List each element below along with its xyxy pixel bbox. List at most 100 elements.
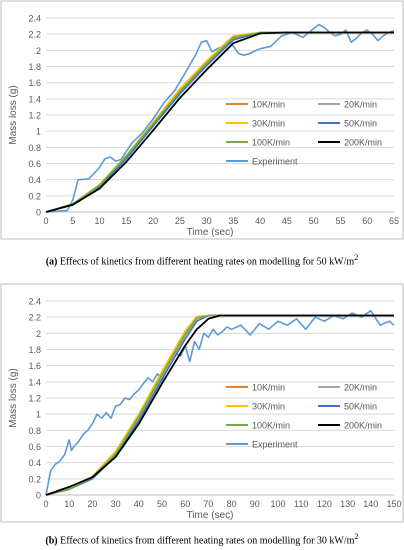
chart-b: 0 0.2 0.4 0.6 0.8 1 1.2 1.4 1.6 1.8 2 2.2 2.4 0 10 20 30… xyxy=(0,283,404,523)
chart-a-legend-label: Experiment xyxy=(252,157,298,167)
caption-b-tag: (b) xyxy=(45,535,58,547)
chart-b-xtick-label: 80 xyxy=(227,499,237,509)
chart-b-series-line-100kmin xyxy=(45,314,394,496)
chart-a-legend-entry: 200K/min xyxy=(318,138,382,148)
chart-a-ytick-label: 2.2 xyxy=(28,30,41,40)
chart-a-legend-entry: 20K/min xyxy=(318,100,377,110)
chart-b-ytick-label: 0.4 xyxy=(28,458,41,468)
chart-a-ytick-label: 1 xyxy=(36,127,41,137)
chart-b-legend-entry: Experiment xyxy=(226,440,298,450)
chart-b-legend-label: 10K/min xyxy=(252,383,285,393)
chart-a-xtick-label: 30 xyxy=(202,216,212,226)
caption-a-sup: 2 xyxy=(354,253,359,262)
chart-a-ytick-label: 1.4 xyxy=(28,94,41,104)
chart-a-xtick-label: 15 xyxy=(121,216,131,226)
chart-a-ytick-label: 2 xyxy=(36,46,41,56)
chart-b-series-line-experiment xyxy=(45,309,395,496)
chart-a-legend-label: 50K/min xyxy=(344,119,377,129)
chart-a-ytick-label: 0.2 xyxy=(28,191,41,201)
chart-a-legend-label: 100K/min xyxy=(252,138,290,148)
chart-a-ylabel: Mass loss (g) xyxy=(8,85,19,144)
chart-b-xtick-label: 140 xyxy=(363,499,378,509)
chart-b-ytick-label: 2.2 xyxy=(28,313,41,323)
caption-b-sup: 2 xyxy=(354,532,359,541)
chart-b-xtick-label: 130 xyxy=(340,499,355,509)
chart-b-ylabel: Mass loss (g) xyxy=(8,368,19,427)
chart-b-series-line-200kmin xyxy=(45,314,394,496)
chart-a-legend-label: 20K/min xyxy=(344,100,377,110)
chart-a-xtick-label: 0 xyxy=(43,216,48,226)
chart-panel-b: 0 0.2 0.4 0.6 0.8 1 1.2 1.4 1.6 1.8 2 2.2 2.4 0 10 20 30… xyxy=(0,283,404,523)
chart-a-xtick-label: 55 xyxy=(335,216,345,226)
chart-b-xtick-label: 110 xyxy=(294,499,308,509)
chart-b-xtick-label: 20 xyxy=(87,499,97,509)
chart-a-frame xyxy=(0,0,404,240)
chart-a-legend-entry: 10K/min xyxy=(226,100,285,110)
chart-a-series-line-30kmin xyxy=(45,31,394,213)
chart-a-xlabel: Time (sec) xyxy=(187,227,234,238)
chart-b-xtick-label: 40 xyxy=(134,499,144,509)
chart-b-legend-entry: 50K/min xyxy=(318,402,377,412)
caption-a: (a) Effects of kinetics from different h… xyxy=(0,253,404,267)
caption-b: (b) Effects of kinetics from different h… xyxy=(0,532,404,546)
chart-a-xtick-label: 10 xyxy=(95,216,105,226)
chart-b-xtick-label: 70 xyxy=(203,499,213,509)
chart-b-frame xyxy=(0,283,404,523)
chart-b-xtick-label: 50 xyxy=(157,499,167,509)
chart-b-legend-label: 30K/min xyxy=(252,402,285,412)
chart-b-legend-entry: 200K/min xyxy=(318,421,382,431)
chart-b-series-line-20kmin xyxy=(45,314,394,496)
chart-a-xtick-label: 25 xyxy=(175,216,185,226)
chart-b-xtick-label: 30 xyxy=(111,499,121,509)
chart-b-ytick-label: 1.8 xyxy=(28,345,41,355)
chart-a-legend-entry: 100K/min xyxy=(226,138,290,148)
chart-a-xtick-label: 35 xyxy=(228,216,238,226)
chart-b-ytick-label: 0 xyxy=(36,491,41,501)
chart-a-ytick-label: 1.2 xyxy=(28,111,41,121)
chart-b-ytick-label: 2.4 xyxy=(28,297,41,307)
chart-a-series-line-200kmin xyxy=(45,31,394,213)
chart-b-ytick-label: 2 xyxy=(36,329,41,339)
chart-a-legend-entry: Experiment xyxy=(226,157,298,167)
chart-b-xtick-label: 0 xyxy=(43,499,48,509)
chart-a-xtick-label: 60 xyxy=(362,216,372,226)
chart-a-ytick-label: 0.4 xyxy=(28,175,41,185)
chart-b-xtick-label: 10 xyxy=(64,499,74,509)
chart-b-ytick-label: 0.2 xyxy=(28,474,41,484)
chart-a-ytick-label: 1.6 xyxy=(28,78,41,88)
caption-a-text: Effects of kinetics from different heati… xyxy=(59,256,355,268)
chart-a-legend-entry: 30K/min xyxy=(226,119,285,129)
chart-b-ytick-label: 1 xyxy=(36,410,41,420)
chart-b-legend-entry: 20K/min xyxy=(318,383,377,393)
chart-b-xtick-label: 120 xyxy=(317,499,332,509)
chart-b-legend-entry: 30K/min xyxy=(226,402,285,412)
chart-b-legend-label: 20K/min xyxy=(344,383,377,393)
chart-b-ytick-label: 1.2 xyxy=(28,394,41,404)
chart-a-ytick-label: 0 xyxy=(36,208,41,218)
chart-panel-a: 0 0.2 0.4 0.6 0.8 1 1.2 1.4 1.6 1.8 2 2.2 2.4 0 5 10 15 2… xyxy=(0,0,404,240)
chart-b-legend-label: 50K/min xyxy=(344,402,377,412)
chart-b-legend-entry: 10K/min xyxy=(226,383,285,393)
chart-b-ytick-label: 0.6 xyxy=(28,442,41,452)
chart-a-ytick-label: 0.6 xyxy=(28,159,41,169)
chart-b-legend-entry: 100K/min xyxy=(226,421,290,431)
chart-b-xtick-label: 100 xyxy=(270,499,285,509)
chart-a-xtick-label: 40 xyxy=(255,216,265,226)
caption-a-tag: (a) xyxy=(45,256,58,268)
chart-a-ytick-label: 0.8 xyxy=(28,143,41,153)
chart-a-ytick-label: 2.4 xyxy=(28,14,41,24)
chart-b-xtick-label: 90 xyxy=(250,499,260,509)
chart-a-legend-label: 30K/min xyxy=(252,119,285,129)
chart-b-legend-label: 200K/min xyxy=(344,421,382,431)
chart-a-legend-label: 10K/min xyxy=(252,100,285,110)
chart-a-xtick-label: 65 xyxy=(389,216,399,226)
chart-a-ytick-label: 1.8 xyxy=(28,62,41,72)
chart-b-xlabel: Time (sec) xyxy=(187,510,234,521)
chart-b-xtick-label: 60 xyxy=(180,499,190,509)
chart-b-ytick-label: 1.6 xyxy=(28,361,41,371)
chart-b-ytick-label: 1.4 xyxy=(28,377,41,387)
chart-b-series-line-50kmin xyxy=(45,314,394,496)
chart-b-series-line-10kmin xyxy=(45,314,394,496)
caption-b-text: Effects of kinetics from different heati… xyxy=(60,535,355,547)
chart-b-xtick-label: 150 xyxy=(386,499,401,509)
